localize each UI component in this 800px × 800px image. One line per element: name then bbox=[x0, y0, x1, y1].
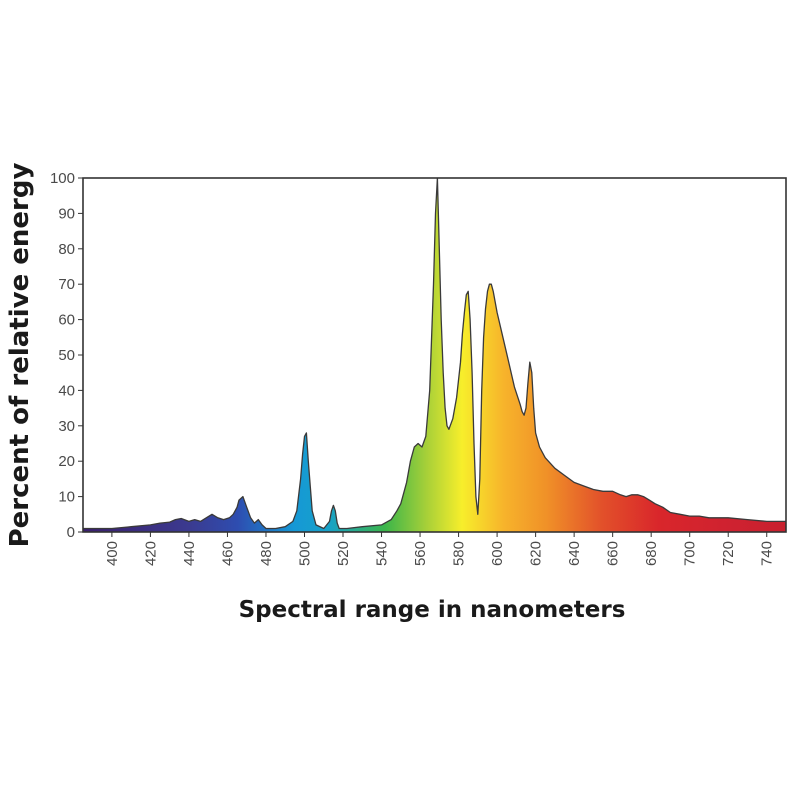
y-tick-label: 60 bbox=[58, 312, 75, 329]
y-tick-label: 20 bbox=[58, 453, 75, 470]
spectrum-outline bbox=[83, 178, 786, 530]
x-tick-label: 660 bbox=[605, 541, 622, 566]
y-tick-label: 80 bbox=[58, 241, 75, 258]
y-tick-label: 0 bbox=[67, 524, 75, 541]
y-tick-label: 90 bbox=[58, 205, 75, 222]
y-tick-label: 40 bbox=[58, 382, 75, 399]
y-axis-title: Percent of relative energy bbox=[5, 163, 35, 548]
x-axis-title: Spectral range in nanometers bbox=[239, 597, 626, 623]
x-tick-label: 420 bbox=[142, 541, 159, 566]
x-tick-label: 560 bbox=[412, 541, 429, 566]
x-tick-label: 480 bbox=[258, 541, 275, 566]
x-tick-label: 520 bbox=[335, 541, 352, 566]
x-tick-label: 680 bbox=[643, 541, 660, 566]
y-tick-label: 70 bbox=[58, 276, 75, 293]
y-tick-label: 100 bbox=[50, 170, 75, 187]
x-tick-label: 580 bbox=[451, 541, 468, 566]
x-tick-label: 700 bbox=[682, 541, 699, 566]
y-tick-label: 30 bbox=[58, 418, 75, 435]
y-tick-label: 10 bbox=[58, 489, 75, 506]
x-tick-label: 500 bbox=[297, 541, 314, 566]
x-tick-label: 640 bbox=[566, 541, 583, 566]
x-tick-label: 600 bbox=[489, 541, 506, 566]
x-tick-label: 740 bbox=[759, 541, 776, 566]
x-tick-label: 720 bbox=[720, 541, 737, 566]
x-tick-label: 460 bbox=[220, 541, 237, 566]
x-tick-label: 440 bbox=[181, 541, 198, 566]
x-tick-label: 540 bbox=[374, 541, 391, 566]
y-tick-label: 50 bbox=[58, 347, 75, 364]
x-tick-label: 620 bbox=[528, 541, 545, 566]
x-tick-label: 400 bbox=[104, 541, 121, 566]
spectrum-area bbox=[83, 178, 786, 532]
